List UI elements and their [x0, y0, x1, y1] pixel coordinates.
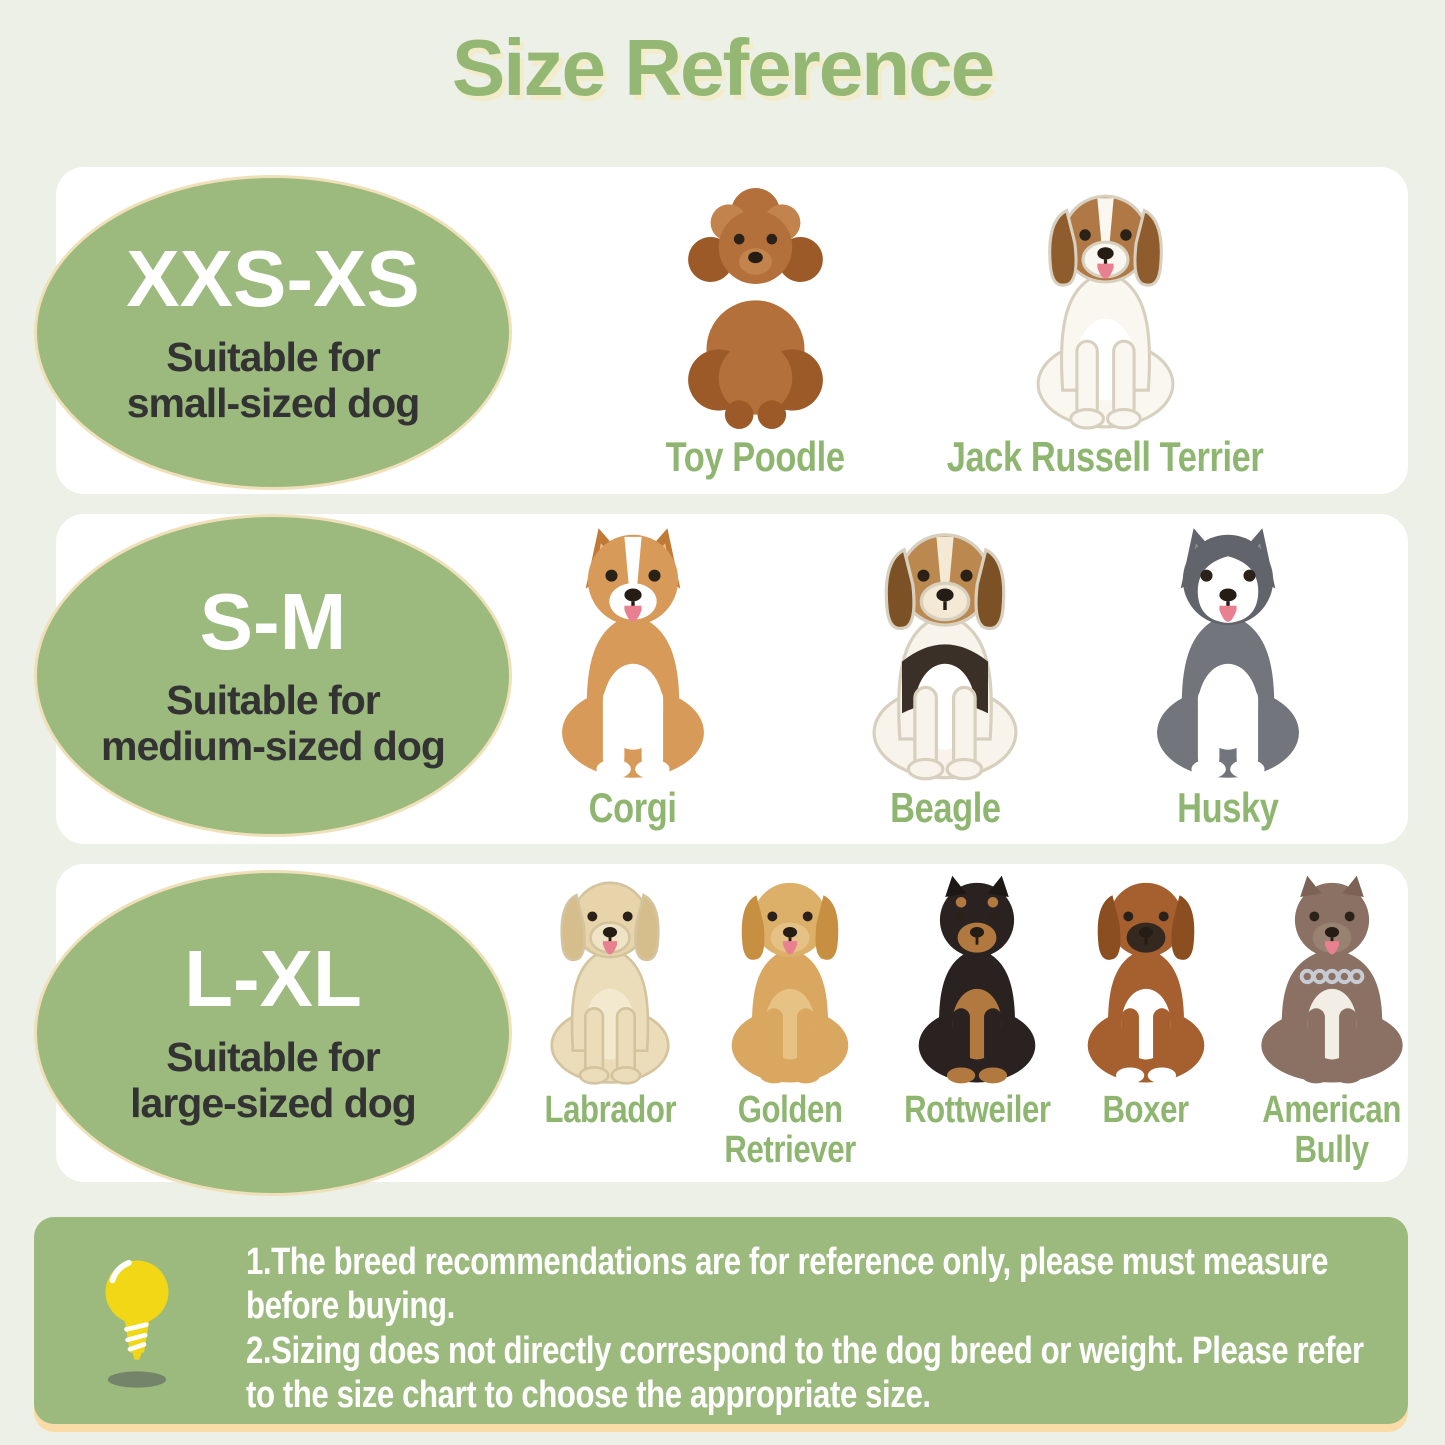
- dog-cell: Toy Poodle: [635, 186, 875, 480]
- dog-cell: Rottweiler: [857, 874, 1097, 1130]
- size-badge-l-xl: L-XL Suitable for large-sized dog: [34, 870, 512, 1196]
- dog-cell: Labrador: [490, 874, 730, 1130]
- size-label: L-XL: [184, 934, 362, 1024]
- dog-cell: Beagle: [825, 524, 1065, 831]
- breed-label: Jack Russell Terrier: [946, 433, 1264, 480]
- size-description: Suitable for small-sized dog: [126, 333, 421, 426]
- size-description: Suitable for large-sized dog: [130, 1034, 417, 1126]
- dog-cell: Husky: [1108, 524, 1348, 831]
- jack-russell-terrier-image: [1036, 194, 1174, 430]
- boxer-image: [1087, 882, 1205, 1084]
- note-line: 1.The breed recommendations are for refe…: [246, 1241, 1329, 1328]
- size-badge-xxs-xs: XXS-XS Suitable for small-sized dog: [34, 175, 512, 490]
- notes-panel: [34, 1217, 1408, 1424]
- dog-cell: American Bully: [1212, 874, 1445, 1171]
- breed-label: Labrador: [544, 1089, 676, 1131]
- toy-poodle-image: [687, 188, 823, 429]
- labrador-image: [550, 881, 670, 1085]
- page-title: Size Reference: [451, 23, 995, 112]
- breed-label: Corgi: [589, 784, 677, 831]
- breed-label: Husky: [1177, 784, 1279, 831]
- breed-label: Rottweiler: [903, 1089, 1051, 1131]
- breed-label: Golden Retriever: [724, 1089, 856, 1172]
- notes-text: 1.The breed recommendations are for refe…: [246, 1240, 1394, 1418]
- breed-label: Toy Poodle: [665, 433, 845, 480]
- dog-cell: Jack Russell Terrier: [947, 186, 1264, 480]
- husky-image: [1157, 528, 1299, 779]
- size-badge-s-m: S-M Suitable for medium-sized dog: [34, 514, 512, 837]
- note-line: 2.Sizing does not directly correspond to…: [246, 1329, 1364, 1417]
- golden-retriever-image: [731, 882, 849, 1084]
- size-label: XXS-XS: [126, 233, 420, 323]
- corgi-image: [562, 528, 704, 779]
- american-bully-image: [1261, 875, 1403, 1084]
- dog-cell: Golden Retriever: [670, 874, 910, 1171]
- size-description: Suitable for medium-sized dog: [101, 676, 446, 769]
- breed-label: Beagle: [889, 784, 1001, 831]
- size-label: S-M: [199, 576, 347, 666]
- breed-label: American Bully: [1262, 1089, 1402, 1172]
- tip-lightbulb-icon: [90, 1250, 184, 1395]
- beagle-image: [872, 533, 1018, 781]
- breed-label: Boxer: [1102, 1089, 1190, 1131]
- dog-cell: Boxer: [1026, 874, 1266, 1130]
- rottweiler-image: [918, 875, 1036, 1084]
- dog-cell: Corgi: [513, 524, 753, 831]
